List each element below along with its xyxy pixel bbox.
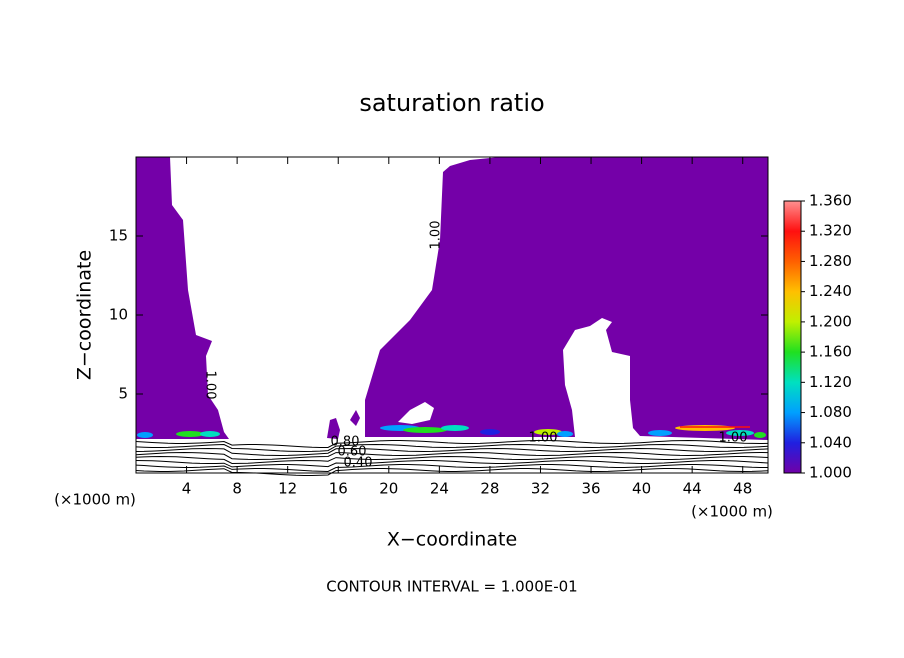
region: [136, 157, 229, 439]
colorbar-tick-label: 1.000: [809, 464, 852, 482]
x-tick-label: 48: [733, 480, 752, 498]
colorbar: [783, 200, 802, 474]
speckle: [480, 429, 500, 435]
colorbar-tick-label: 1.360: [809, 192, 852, 210]
contour-label: 0.60: [338, 445, 367, 460]
colorbar-tick-label: 1.240: [809, 282, 852, 300]
speckle: [648, 430, 672, 436]
field: [135, 157, 769, 476]
contour-line: [135, 468, 769, 476]
contour-lines: [135, 439, 769, 476]
colorbar-tick-label: 1.320: [809, 222, 852, 240]
contour-label: 1.00: [429, 221, 444, 250]
x-tick-label: 20: [379, 480, 398, 498]
speckles: [137, 425, 766, 438]
contour-line: [135, 455, 769, 465]
colorbar-tick-label: 1.040: [809, 433, 852, 451]
speckle: [534, 429, 562, 435]
y-tick-label: 5: [118, 385, 128, 403]
speckle: [403, 427, 447, 433]
x-tick-label: 16: [329, 480, 348, 498]
contour-line: [135, 443, 769, 453]
speckle: [200, 431, 220, 437]
colorbar-tick-label: 1.200: [809, 312, 852, 330]
x-tick-label: 40: [632, 480, 651, 498]
contour-line: [135, 460, 769, 468]
speckle: [557, 431, 573, 437]
x-tick-label: 12: [278, 480, 297, 498]
x-unit-label: (×1000 m): [54, 491, 136, 509]
contour-line: [135, 447, 769, 457]
colorbar-tick-label: 1.280: [809, 252, 852, 270]
colorbar-tick-label: 1.120: [809, 373, 852, 391]
region: [350, 410, 360, 426]
hole: [398, 402, 434, 424]
region: [365, 157, 768, 440]
speckle: [176, 431, 204, 437]
x-unit-label: (×1000 m): [691, 503, 773, 521]
x-tick-label: 32: [531, 480, 550, 498]
contour-line: [135, 439, 769, 448]
speckle: [441, 425, 469, 431]
contour-label: 1.00: [203, 371, 218, 400]
colorbar-tick-label: 1.160: [809, 343, 852, 361]
contour-line: [135, 451, 769, 461]
speckle: [137, 432, 153, 438]
annotation: CONTOUR INTERVAL = 1.000E-01: [326, 578, 577, 596]
y-tick-label: 10: [109, 306, 128, 324]
x-tick-label: 28: [480, 480, 499, 498]
speckle: [754, 432, 766, 438]
y-axis-label: Z−coordinate: [74, 250, 96, 380]
x-tick-label: 8: [232, 480, 242, 498]
contour-label: 0.40: [344, 456, 373, 471]
speckle: [726, 430, 754, 436]
contour-label: 1.00: [719, 431, 748, 446]
contour-label: 1.00: [529, 431, 558, 446]
region: [327, 418, 340, 439]
x-tick-label: 24: [430, 480, 449, 498]
contour-line: [135, 464, 768, 473]
contour-label: 0.80: [331, 435, 360, 450]
colorbar-tick-label: 1.080: [809, 403, 852, 421]
x-axis-label: X−coordinate: [387, 529, 517, 551]
x-tick-label: 44: [683, 480, 702, 498]
x-tick-label: 4: [182, 480, 192, 498]
chart-title: saturation ratio: [359, 89, 544, 117]
x-tick-label: 36: [581, 480, 600, 498]
y-tick-label: 15: [109, 227, 128, 245]
